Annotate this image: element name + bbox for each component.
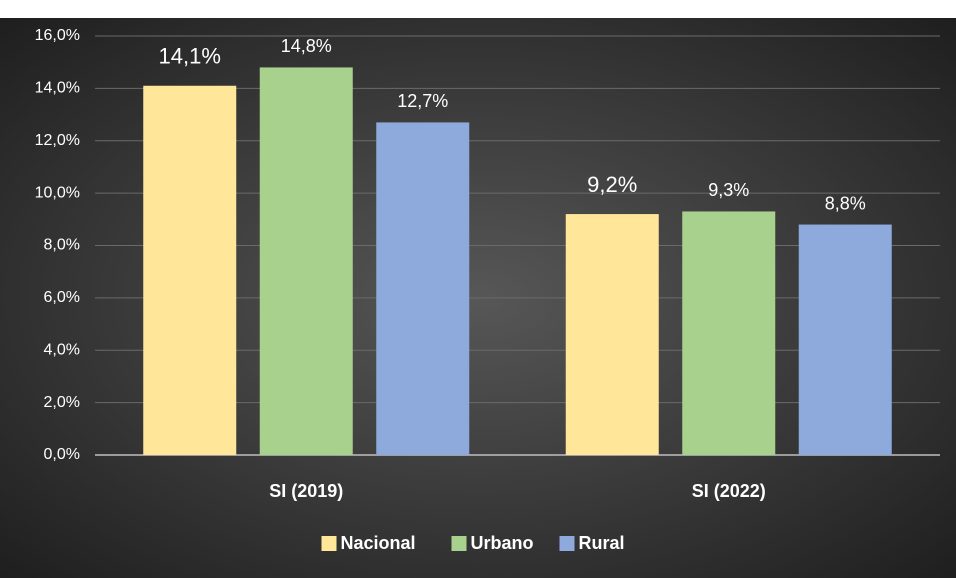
value-label: 8,8% [825,193,866,213]
y-tick-label: 16,0% [35,27,80,44]
legend-label: Rural [579,533,625,553]
value-label: 14,1% [159,44,221,69]
bar [376,122,470,455]
legend-swatch [321,536,337,551]
value-label: 9,2% [587,172,637,197]
y-tick-label: 4,0% [44,341,80,358]
x-tick-label: SI (2019) [269,481,343,501]
legend-swatch [559,536,575,551]
bar [682,211,776,455]
legend-label: Urbano [471,533,534,553]
legend-label: Nacional [341,533,416,553]
bar [143,85,237,455]
value-label: 14,8% [281,36,332,56]
y-tick-label: 2,0% [44,394,80,411]
bar [259,67,353,456]
bar [798,224,892,455]
y-tick-label: 6,0% [44,289,80,306]
value-label: 9,3% [708,180,749,200]
value-label: 12,7% [397,91,448,111]
bar [565,214,659,455]
x-tick-label: SI (2022) [692,481,766,501]
y-tick-label: 14,0% [35,80,80,97]
legend-swatch [451,536,467,551]
y-tick-label: 10,0% [35,184,80,201]
y-tick-label: 8,0% [44,237,80,254]
y-tick-label: 12,0% [35,132,80,149]
y-tick-label: 0,0% [44,446,80,463]
